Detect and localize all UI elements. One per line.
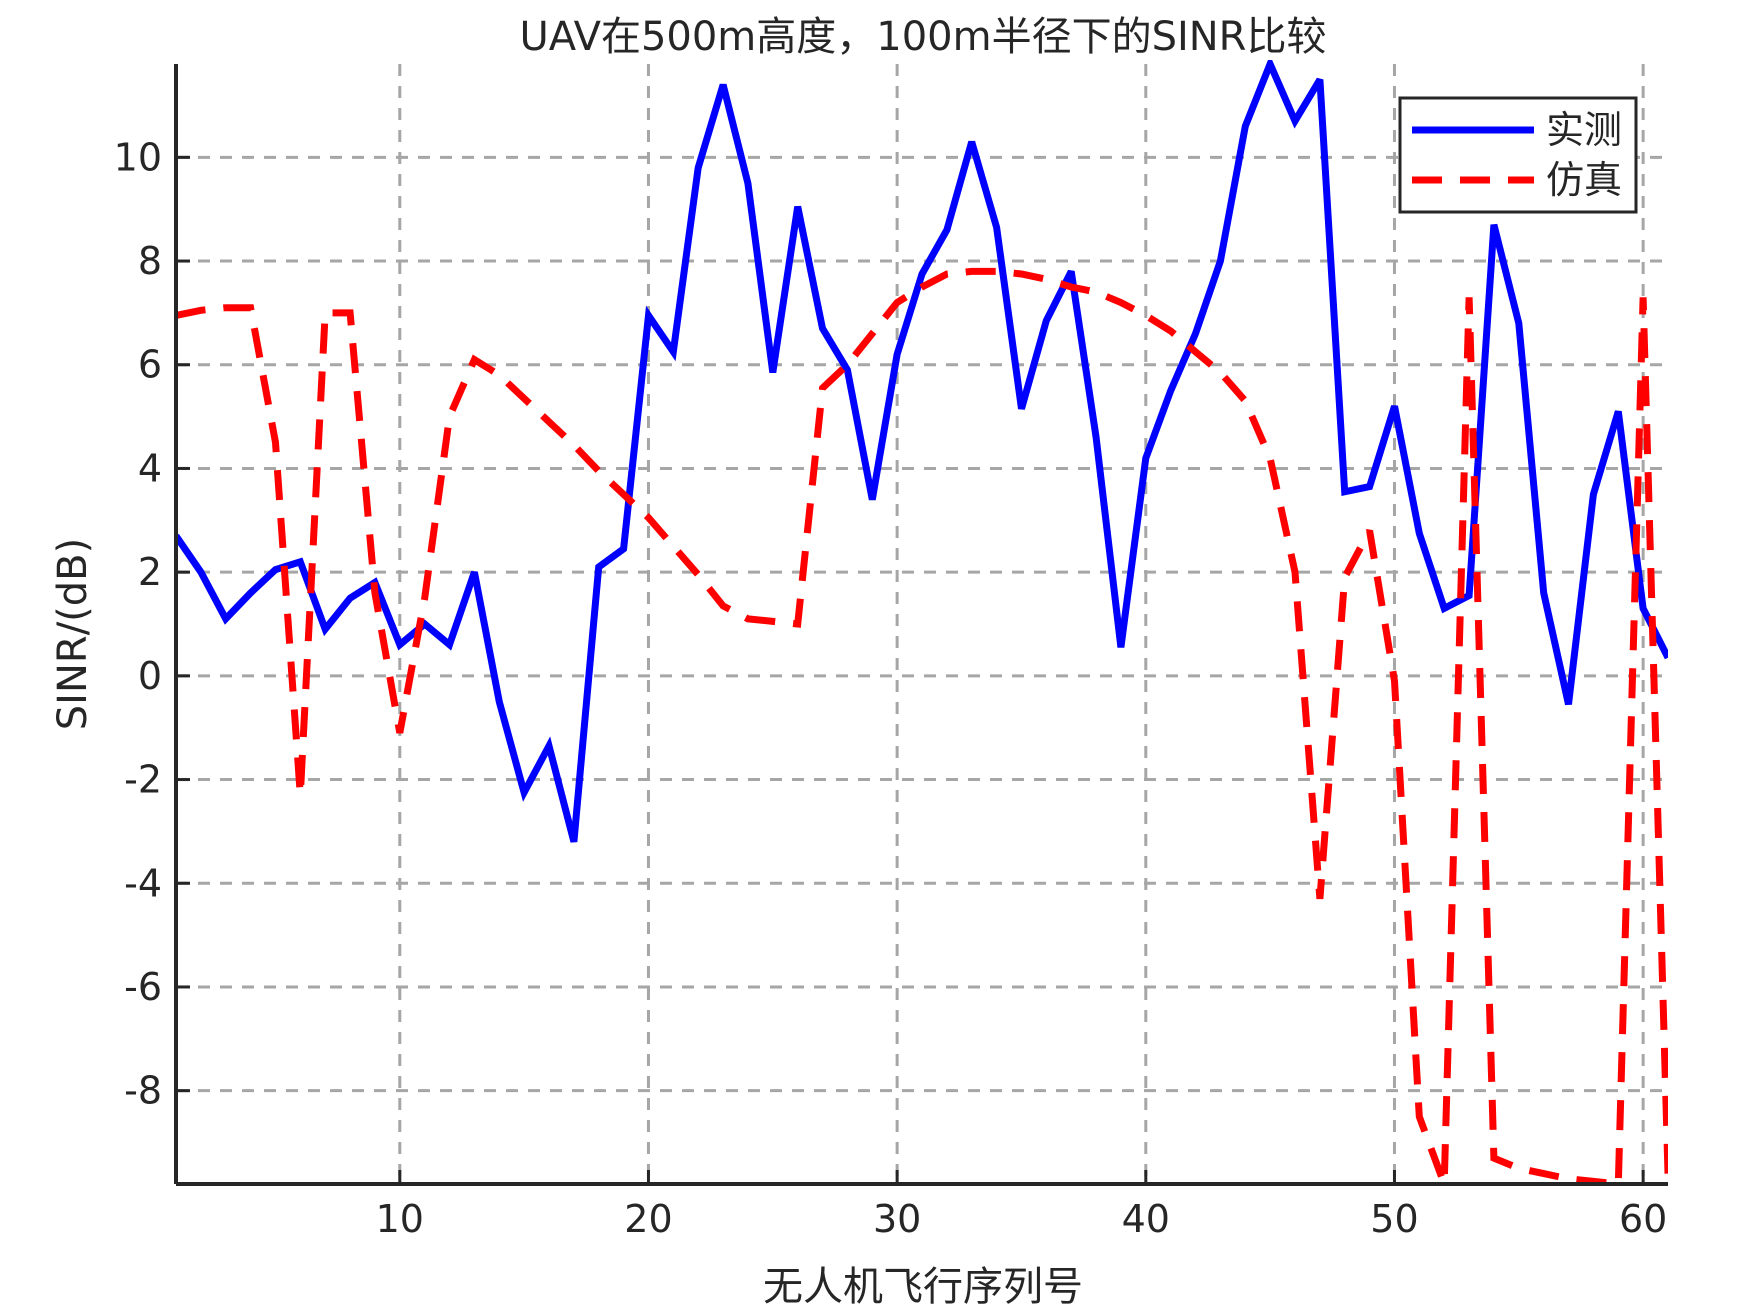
y-tick-label: 10 [114, 135, 162, 179]
series-line-1 [176, 267, 1668, 1184]
axes [174, 64, 1668, 1186]
x-tick-label: 10 [376, 1197, 424, 1241]
y-tick-label: -2 [124, 758, 162, 802]
y-tick-label: -6 [124, 965, 162, 1009]
y-tick-label: 8 [138, 239, 162, 283]
grid [176, 64, 1668, 1184]
y-axis-title: SINR/(dB) [50, 538, 96, 730]
y-tick-label: 2 [138, 550, 162, 594]
y-tick-label: 6 [138, 343, 162, 387]
legend-box [1398, 96, 1638, 214]
chart-title: UAV在500m高度，100m半径下的SINR比较 [520, 14, 1327, 60]
legend-label-1: 仿真 [1546, 158, 1622, 202]
y-tick-label: 0 [138, 654, 162, 698]
y-tick-labels: -8 -6 -4 -2 0 2 4 6 8 10 [114, 135, 162, 1112]
x-tick-label: 20 [624, 1197, 672, 1241]
y-tick-label: 4 [138, 446, 162, 490]
x-tick-label: 60 [1619, 1197, 1667, 1241]
x-tick-label: 30 [873, 1197, 921, 1241]
x-tick-label: 50 [1370, 1197, 1418, 1241]
x-tick-label: 40 [1122, 1197, 1170, 1241]
y-tick-label: -4 [124, 861, 162, 905]
x-axis-title: 无人机飞行序列号 [763, 1264, 1083, 1310]
series-line-0 [176, 60, 1668, 843]
plot-series [176, 60, 1668, 1184]
legend-label-0: 实测 [1546, 108, 1622, 152]
y-tick-label: -8 [124, 1069, 162, 1113]
x-tick-labels: 10 20 30 40 50 60 [376, 1197, 1668, 1241]
